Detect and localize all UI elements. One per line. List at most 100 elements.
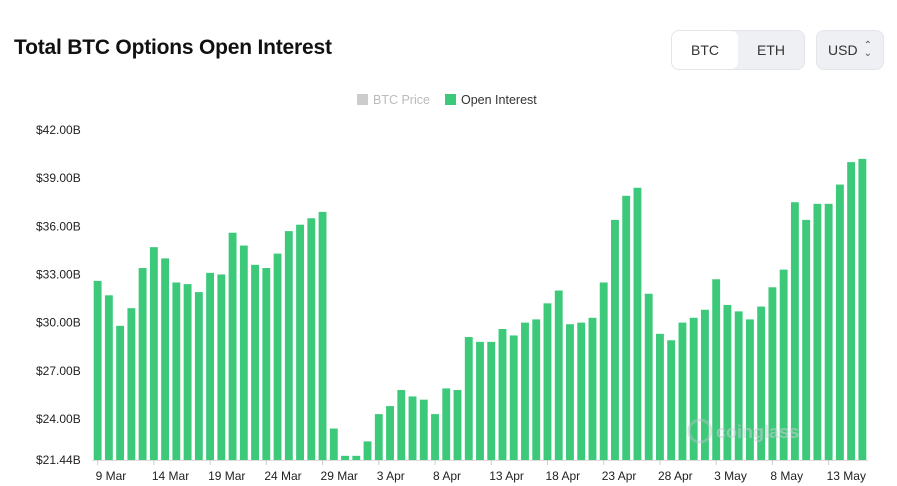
bar — [104, 295, 113, 460]
bar — [431, 414, 439, 460]
bar — [116, 325, 125, 460]
bar — [217, 274, 226, 460]
bar — [588, 317, 597, 460]
asset-toggle: BTC ETH — [671, 30, 805, 70]
sort-arrows-icon: ⌃ ⌄ — [863, 40, 872, 59]
bar — [127, 308, 136, 460]
bar — [802, 219, 811, 460]
bar — [700, 309, 709, 460]
bar — [667, 340, 676, 460]
bar — [284, 231, 293, 460]
y-tick-label: $36.00B — [36, 219, 81, 233]
bar — [757, 306, 766, 460]
x-tick-label: 8 Apr — [433, 469, 461, 483]
bar — [509, 335, 518, 460]
y-tick-label: $42.00B — [36, 123, 81, 137]
bar — [689, 317, 698, 460]
bar — [172, 282, 181, 460]
bar — [734, 311, 743, 460]
bar — [206, 272, 215, 460]
x-tick-label: 14 Mar — [152, 469, 189, 483]
watermark-text: coinglass — [716, 422, 799, 442]
x-tick-label: 23 Apr — [602, 469, 637, 483]
bar — [847, 162, 856, 460]
bar — [813, 203, 822, 460]
x-tick-label: 13 May — [827, 469, 866, 483]
bar — [239, 245, 248, 460]
bar — [599, 282, 608, 460]
bar — [138, 268, 147, 460]
bar — [161, 258, 170, 460]
asset-btc-button[interactable]: BTC — [672, 31, 738, 69]
bar — [554, 290, 563, 460]
bar — [723, 304, 732, 460]
bar — [476, 341, 484, 460]
bar — [779, 269, 788, 460]
bar — [487, 341, 496, 460]
bar — [296, 224, 304, 460]
bar — [318, 211, 327, 460]
legend-label: BTC Price — [373, 93, 430, 107]
bar — [566, 324, 574, 460]
bar — [363, 441, 372, 460]
bar — [633, 187, 642, 460]
bar — [464, 337, 473, 460]
bar — [498, 329, 507, 460]
bar — [824, 203, 833, 460]
bar — [228, 232, 237, 460]
bar — [622, 195, 631, 460]
bar — [149, 247, 158, 460]
bar — [532, 319, 541, 460]
y-tick-label: $27.00B — [36, 364, 81, 378]
y-tick-label: $30.00B — [36, 316, 81, 330]
bar — [858, 158, 867, 460]
x-tick-label: 8 May — [770, 469, 803, 483]
x-tick-label: 24 Mar — [264, 469, 301, 483]
currency-select[interactable]: USD ⌃ ⌄ — [816, 30, 884, 70]
bar — [307, 218, 316, 460]
x-tick-label: 28 Apr — [658, 469, 693, 483]
bar — [408, 396, 417, 460]
bar — [341, 455, 349, 460]
bar — [712, 279, 721, 460]
legend-label: Open Interest — [461, 93, 537, 107]
bar — [453, 390, 462, 460]
bar — [577, 322, 586, 460]
bar — [386, 406, 394, 460]
y-tick-label: $24.00B — [36, 412, 81, 426]
chart-title: Total BTC Options Open Interest — [14, 36, 332, 59]
x-tick-label: 3 May — [714, 469, 747, 483]
bar — [611, 219, 619, 460]
x-tick-label: 19 Mar — [208, 469, 245, 483]
bar — [93, 280, 102, 460]
coinglass-watermark-icon — [687, 418, 713, 444]
x-tick-label: 3 Apr — [377, 469, 405, 483]
legend-swatch — [357, 94, 368, 105]
y-tick-label: $21.44B — [36, 453, 81, 467]
bar — [329, 428, 338, 460]
bar — [656, 333, 664, 460]
asset-eth-button[interactable]: ETH — [757, 42, 785, 58]
x-tick-label: 29 Mar — [321, 469, 358, 483]
currency-label: USD — [828, 42, 858, 58]
x-tick-label: 18 Apr — [545, 469, 580, 483]
bar — [835, 184, 844, 460]
bar — [183, 284, 192, 460]
bar — [194, 292, 203, 460]
bar — [521, 322, 529, 460]
bar — [273, 253, 282, 460]
bar — [678, 322, 687, 460]
x-tick-label: 9 Mar — [96, 469, 127, 483]
y-tick-label: $33.00B — [36, 267, 81, 281]
bar — [352, 455, 361, 460]
bar — [397, 390, 406, 460]
legend-swatch — [445, 94, 456, 105]
bar — [768, 287, 777, 460]
bar — [251, 264, 260, 460]
bar — [442, 388, 451, 460]
y-tick-label: $39.00B — [36, 171, 81, 185]
bar — [543, 303, 552, 460]
bar — [374, 414, 383, 460]
x-tick-label: 13 Apr — [489, 469, 524, 483]
